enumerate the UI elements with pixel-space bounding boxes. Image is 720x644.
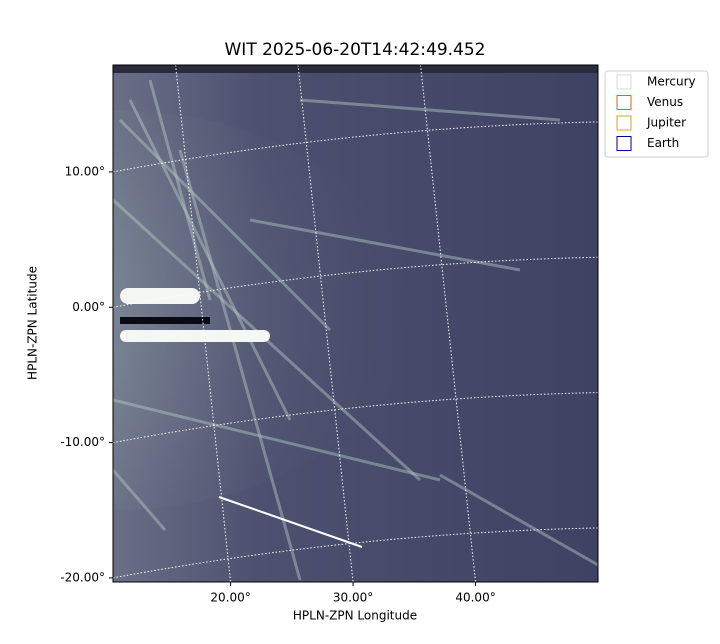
legend-label: Jupiter — [646, 116, 686, 130]
y-tick-label: 10.00° — [65, 164, 105, 178]
x-tick-label: 20.00° — [210, 591, 250, 605]
legend-swatch — [616, 95, 632, 110]
legend-swatch — [616, 115, 632, 131]
x-tick-label: 30.00° — [333, 591, 373, 605]
grid-line — [297, 65, 354, 582]
grid-line — [420, 65, 477, 582]
y-tick-label: -10.00° — [60, 435, 105, 449]
legend-swatch — [616, 136, 632, 151]
image — [113, 65, 598, 582]
grid-line — [113, 527, 598, 579]
legend-swatch — [616, 74, 632, 90]
axes-frame — [112, 64, 599, 583]
y-axis-label: HPLN-ZPN Latitude — [26, 266, 40, 380]
grid-line — [113, 392, 598, 444]
legend-label: Mercury — [647, 75, 696, 89]
grid-line — [113, 256, 598, 308]
grid-line — [113, 121, 598, 173]
chart-title: WIT 2025-06-20T14:42:49.452 — [225, 40, 486, 60]
grid-line — [175, 65, 232, 582]
y-tick-label: 0.00° — [72, 300, 105, 314]
legend-label: Earth — [647, 136, 679, 150]
x-axis-label: HPLN-ZPN Longitude — [293, 609, 417, 623]
legend: Mercury Venus Jupiter Earth — [604, 70, 709, 158]
y-tick-label: -20.00° — [60, 570, 105, 584]
x-tick-label: 40.00° — [455, 591, 495, 605]
legend-label: Venus — [647, 95, 683, 109]
